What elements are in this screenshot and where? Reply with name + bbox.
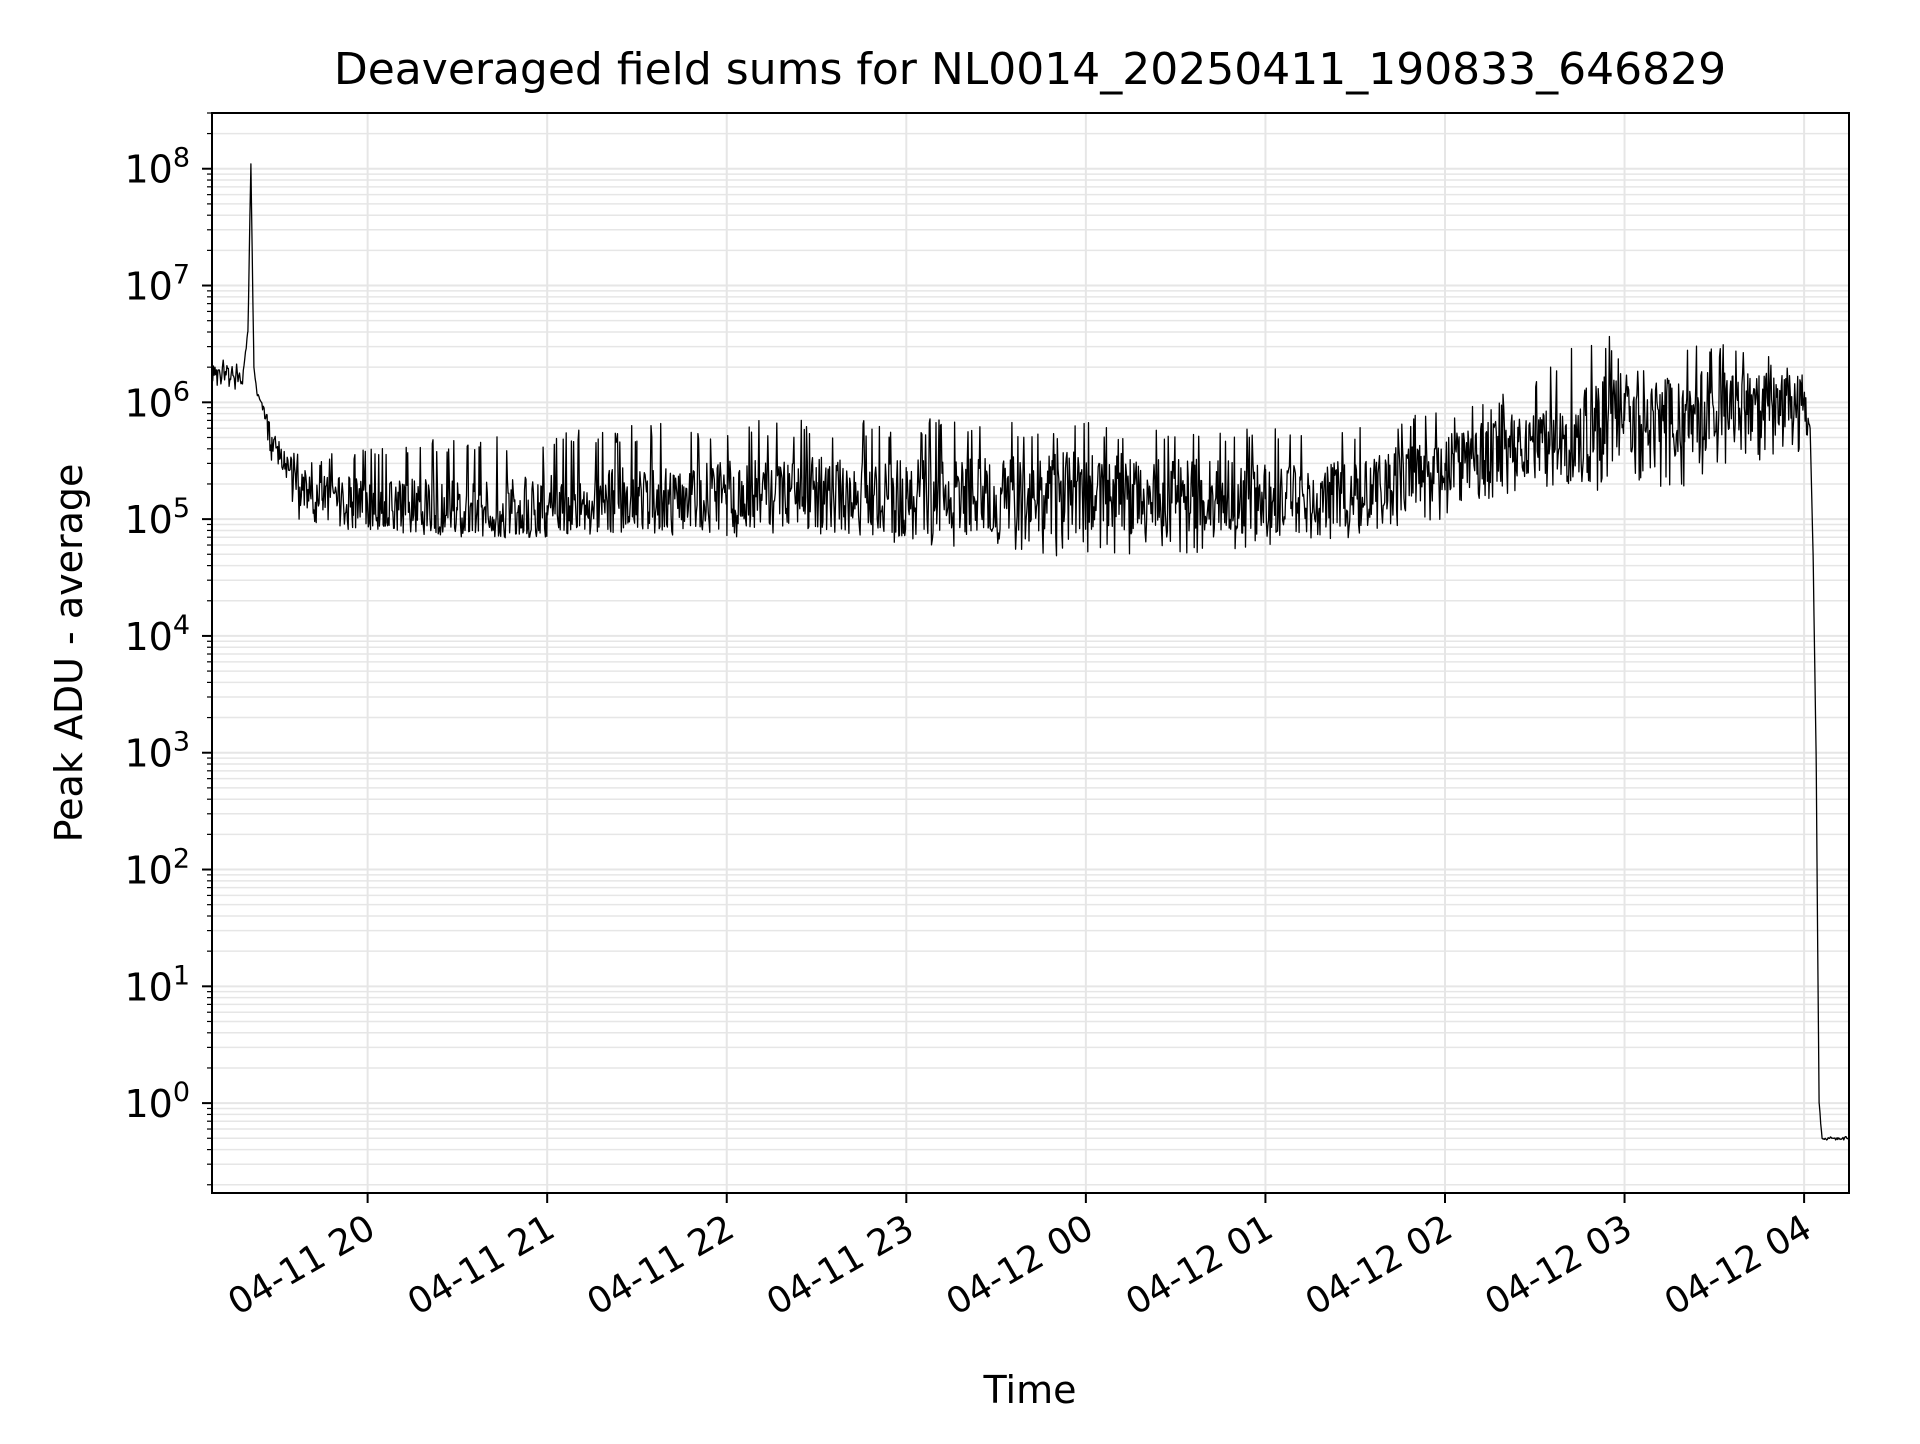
series-line-peak-adu <box>211 163 1850 1141</box>
x-axis-label: Time <box>983 1368 1077 1412</box>
y-tick-label: 101 <box>124 960 190 1009</box>
plot-frame <box>211 112 1850 1194</box>
data-series <box>211 163 1850 1141</box>
grid-lines <box>212 112 1849 1193</box>
y-tick-label: 103 <box>124 727 190 776</box>
y-tick-label: 105 <box>124 493 190 542</box>
y-tick-label: 102 <box>124 844 190 893</box>
y-tick-label: 104 <box>124 610 190 659</box>
y-tick-label: 107 <box>124 260 190 309</box>
y-tick-label: 100 <box>124 1077 190 1126</box>
chart-title: Deaveraged field sums for NL0014_2025041… <box>334 44 1726 95</box>
y-tick-label: 106 <box>124 376 190 425</box>
y-tick-label: 108 <box>124 143 190 192</box>
y-axis-label: Peak ADU - average <box>47 464 91 843</box>
